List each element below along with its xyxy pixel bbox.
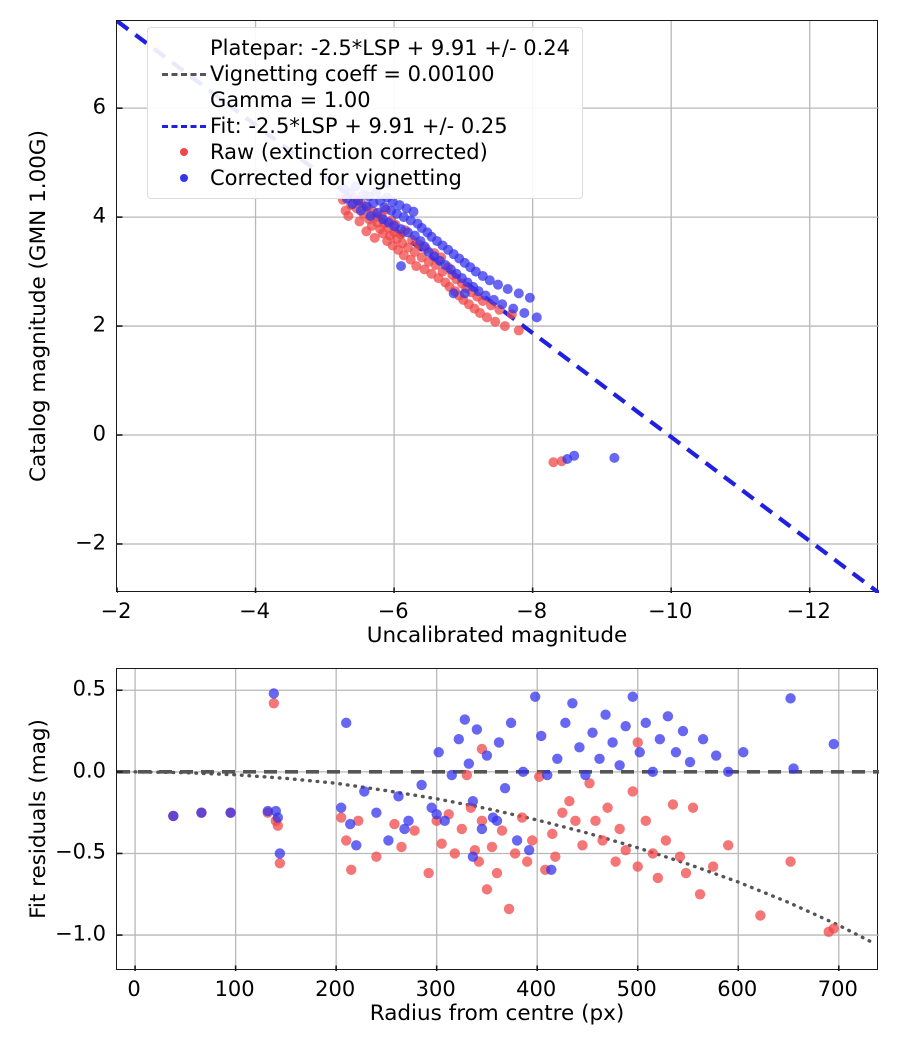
marker-dot-red-icon	[180, 148, 188, 156]
legend-label-fit: Fit: -2.5*LSP + 9.91 +/- 0.25	[210, 113, 508, 138]
legend-key-dot-blue	[158, 165, 210, 191]
x-tick-label: 0	[127, 977, 141, 1001]
dashed-line-icon	[162, 72, 206, 76]
x-tick-label: −12	[786, 599, 831, 623]
legend: Platepar: -2.5*LSP + 9.91 +/- 0.24 Vigne…	[147, 27, 583, 199]
legend-entry-corrected: Corrected for vignetting	[158, 165, 570, 191]
legend-entry-platepar: Platepar: -2.5*LSP + 9.91 +/- 0.24	[158, 35, 570, 61]
x-tick-label: 300	[415, 977, 456, 1001]
legend-key-blank	[158, 35, 210, 61]
legend-entry-fit: Fit: -2.5*LSP + 9.91 +/- 0.25	[158, 113, 570, 139]
y-tick-label: −0.5	[55, 839, 106, 864]
y-tick-label: 2	[92, 312, 106, 337]
legend-entry-raw: Raw (extinction corrected)	[158, 139, 570, 165]
x-tick-label: 700	[817, 977, 858, 1001]
y-tick-label: 0.0	[72, 758, 106, 783]
scatter-series	[168, 688, 839, 875]
marker-dot-blue-icon	[180, 174, 188, 182]
legend-label-raw: Raw (extinction corrected)	[210, 139, 488, 164]
scatter-series	[339, 178, 620, 464]
legend-key-dashed-gray	[158, 61, 210, 87]
x-tick-label: −2	[100, 599, 132, 623]
fit-residuals-plot	[116, 668, 879, 971]
y-tick-label: 4	[92, 203, 106, 228]
x-tick-label: 200	[315, 977, 356, 1001]
x-tick-label: −6	[377, 599, 409, 623]
x-tick-label: 400	[516, 977, 557, 1001]
y-tick-label: 6	[92, 94, 106, 119]
upper-y-axis-title: Catalog magnitude (GMN 1.00G)	[26, 130, 51, 482]
dashed-line-blue-icon	[162, 124, 206, 128]
legend-key-dot-red	[158, 139, 210, 165]
y-tick-label: −2	[75, 530, 106, 555]
x-tick-label: −8	[516, 599, 548, 623]
lower-y-axis-title: Fit residuals (mag)	[26, 719, 51, 919]
x-tick-label: 100	[214, 977, 255, 1001]
legend-key-dashed-blue	[158, 113, 210, 139]
lower-x-axis-title: Radius from centre (px)	[369, 1001, 625, 1026]
x-tick-label: −4	[239, 599, 271, 623]
y-tick-label: 0	[92, 421, 106, 446]
y-tick-label: 0.5	[72, 676, 106, 701]
x-tick-label: 500	[616, 977, 657, 1001]
legend-label-gamma: Gamma = 1.00	[210, 87, 371, 112]
x-tick-label: −10	[648, 599, 693, 623]
legend-label-platepar: Platepar: -2.5*LSP + 9.91 +/- 0.24	[210, 35, 570, 60]
x-tick-label: 600	[717, 977, 758, 1001]
legend-label-corrected: Corrected for vignetting	[210, 165, 462, 190]
fit-residuals-canvas	[117, 669, 879, 971]
y-tick-label: −1.0	[55, 921, 106, 946]
legend-entry-vignetting: Vignetting coeff = 0.00100	[158, 61, 570, 87]
legend-label-vignetting: Vignetting coeff = 0.00100	[210, 61, 495, 86]
upper-x-axis-title: Uncalibrated magnitude	[366, 623, 628, 648]
